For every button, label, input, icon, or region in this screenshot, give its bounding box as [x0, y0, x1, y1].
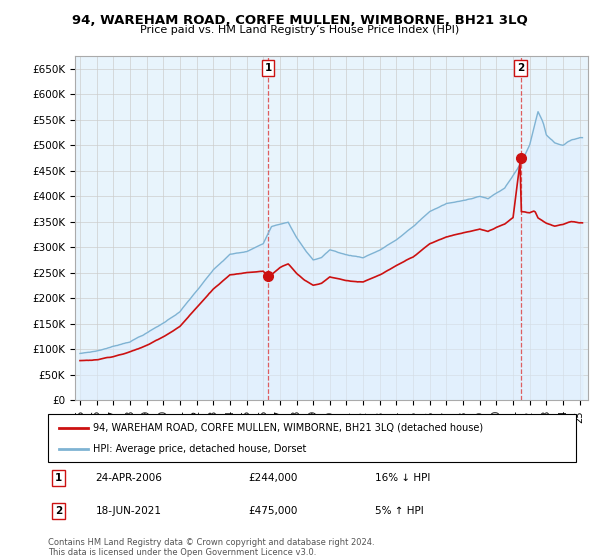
Text: 24-APR-2006: 24-APR-2006	[95, 473, 163, 483]
Text: Contains HM Land Registry data © Crown copyright and database right 2024.
This d: Contains HM Land Registry data © Crown c…	[48, 538, 374, 557]
Text: 94, WAREHAM ROAD, CORFE MULLEN, WIMBORNE, BH21 3LQ (detached house): 94, WAREHAM ROAD, CORFE MULLEN, WIMBORNE…	[93, 423, 483, 433]
Text: 16% ↓ HPI: 16% ↓ HPI	[376, 473, 431, 483]
Text: 18-JUN-2021: 18-JUN-2021	[95, 506, 161, 516]
Text: 5% ↑ HPI: 5% ↑ HPI	[376, 506, 424, 516]
Text: 1: 1	[55, 473, 62, 483]
Text: 1: 1	[265, 63, 272, 73]
Text: 2: 2	[55, 506, 62, 516]
Text: £475,000: £475,000	[248, 506, 298, 516]
Text: 94, WAREHAM ROAD, CORFE MULLEN, WIMBORNE, BH21 3LQ: 94, WAREHAM ROAD, CORFE MULLEN, WIMBORNE…	[72, 14, 528, 27]
Text: £244,000: £244,000	[248, 473, 298, 483]
Text: HPI: Average price, detached house, Dorset: HPI: Average price, detached house, Dors…	[93, 444, 306, 454]
Text: Price paid vs. HM Land Registry’s House Price Index (HPI): Price paid vs. HM Land Registry’s House …	[140, 25, 460, 35]
FancyBboxPatch shape	[48, 414, 576, 462]
Text: 2: 2	[517, 63, 524, 73]
